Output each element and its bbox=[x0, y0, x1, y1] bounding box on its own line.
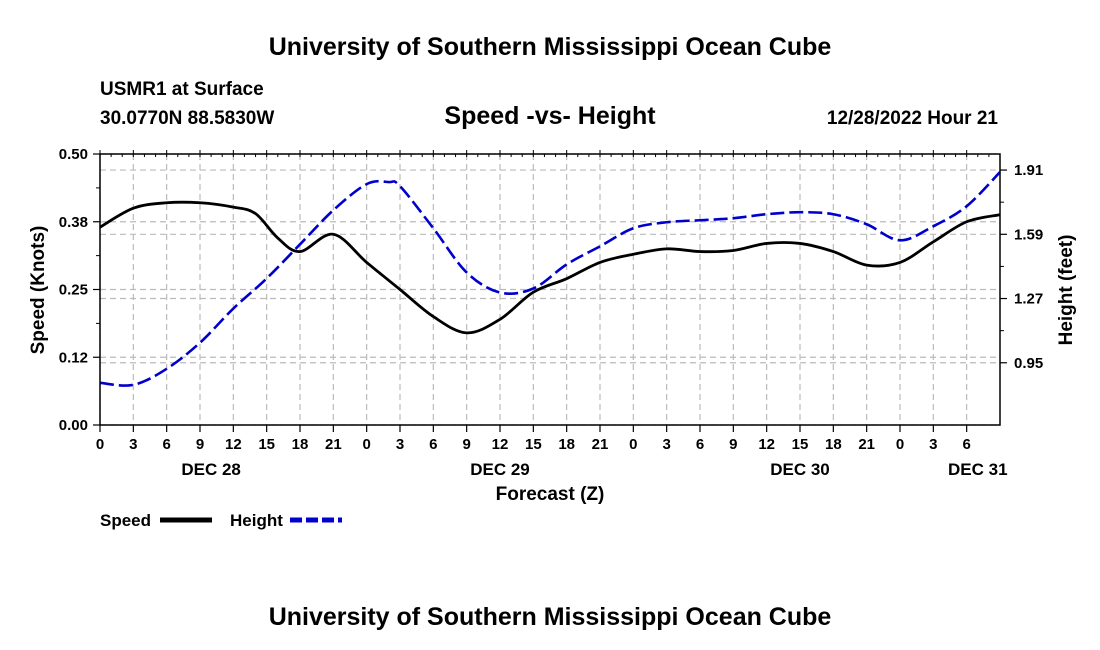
axis-ticks: 0 3 6 9 12 15 18 21 0 3 6 9 12 15 18 21 0 3 6 9 12 15 18 21 0 3 6 0… bbox=[59, 146, 1043, 479]
x-tick-label: 0 bbox=[629, 436, 637, 453]
x-tick-label: 21 bbox=[325, 436, 342, 453]
x-tick-label: 9 bbox=[196, 436, 204, 453]
x-tick-label: 0 bbox=[896, 436, 904, 453]
x-tick-label: 6 bbox=[696, 436, 704, 453]
x-tick-label: 12 bbox=[225, 436, 242, 453]
x-tick-label: 6 bbox=[429, 436, 437, 453]
x-tick-label: 15 bbox=[792, 436, 809, 453]
y2-tick-label: 1.27 bbox=[1014, 291, 1043, 308]
x-tick-label: 6 bbox=[962, 436, 970, 453]
legend: Speed Height bbox=[100, 511, 342, 530]
chart-title: Speed -vs- Height bbox=[444, 102, 656, 130]
x-tick-label: 9 bbox=[462, 436, 470, 453]
x-tick-label: 21 bbox=[858, 436, 875, 453]
footer-title: University of Southern Mississippi Ocean… bbox=[269, 603, 832, 631]
station-coordinates: 30.0770N 88.5830W bbox=[100, 108, 274, 129]
legend-height-label: Height bbox=[230, 511, 283, 530]
date-label: DEC 30 bbox=[770, 460, 830, 479]
y-tick-label: 0.12 bbox=[59, 349, 88, 366]
x-tick-label: 9 bbox=[729, 436, 737, 453]
legend-speed-label: Speed bbox=[100, 511, 151, 530]
x-tick-label: 18 bbox=[292, 436, 309, 453]
station-label: USMR1 at Surface bbox=[100, 79, 264, 100]
date-label: DEC 28 bbox=[181, 460, 241, 479]
x-axis-label: Forecast (Z) bbox=[496, 484, 605, 505]
x-tick-label: 3 bbox=[662, 436, 670, 453]
y2-axis-label: Height (feet) bbox=[1056, 235, 1077, 346]
x-tick-label: 3 bbox=[396, 436, 404, 453]
series-lines bbox=[99, 171, 1001, 387]
x-tick-label: 3 bbox=[929, 436, 937, 453]
y-tick-label: 0.25 bbox=[59, 282, 88, 299]
x-tick-label: 0 bbox=[96, 436, 104, 453]
y2-tick-label: 1.59 bbox=[1014, 226, 1043, 243]
y-axis-label: Speed (Knots) bbox=[28, 226, 49, 355]
speed-series-line bbox=[99, 200, 1001, 335]
forecast-timestamp: 12/28/2022 Hour 21 bbox=[827, 108, 999, 129]
x-tick-label: 12 bbox=[758, 436, 775, 453]
date-label: DEC 31 bbox=[948, 460, 1008, 479]
y2-tick-label: 1.91 bbox=[1014, 162, 1043, 179]
x-tick-label: 0 bbox=[362, 436, 370, 453]
x-tick-label: 12 bbox=[492, 436, 509, 453]
y-tick-label: 0.38 bbox=[59, 214, 88, 231]
x-tick-label: 15 bbox=[525, 436, 542, 453]
x-tick-label: 3 bbox=[129, 436, 137, 453]
date-label: DEC 29 bbox=[470, 460, 530, 479]
x-tick-label: 18 bbox=[825, 436, 842, 453]
y-tick-label: 0.00 bbox=[59, 417, 88, 434]
x-tick-label: 15 bbox=[258, 436, 275, 453]
y2-tick-label: 0.95 bbox=[1014, 355, 1043, 372]
x-tick-label: 6 bbox=[162, 436, 170, 453]
x-tick-label: 21 bbox=[592, 436, 609, 453]
y-tick-label: 0.50 bbox=[59, 146, 88, 163]
x-tick-label: 18 bbox=[558, 436, 575, 453]
height-series-line bbox=[99, 171, 1001, 387]
page-title: University of Southern Mississippi Ocean… bbox=[269, 33, 832, 61]
